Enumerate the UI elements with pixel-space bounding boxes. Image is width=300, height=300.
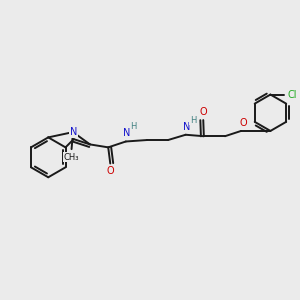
Text: H: H — [130, 122, 136, 131]
Text: O: O — [106, 167, 114, 176]
Text: N: N — [183, 122, 190, 131]
Text: Cl: Cl — [288, 90, 297, 100]
Text: N: N — [70, 127, 77, 137]
Text: CH₃: CH₃ — [64, 153, 79, 162]
Text: H: H — [190, 116, 196, 124]
Text: O: O — [200, 107, 207, 117]
Text: O: O — [240, 118, 247, 128]
Text: N: N — [123, 128, 130, 138]
